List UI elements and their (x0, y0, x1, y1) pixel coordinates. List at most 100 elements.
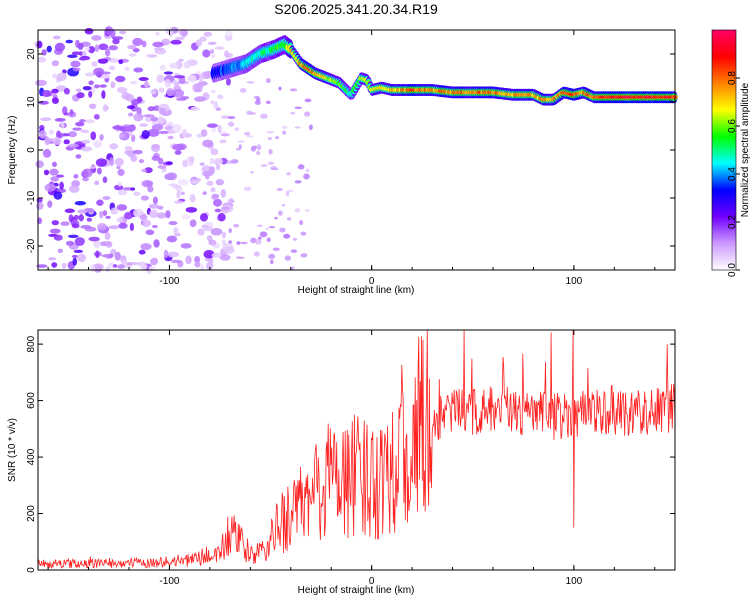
spectrogram-cell (169, 28, 174, 37)
spectrogram-cell (170, 259, 182, 264)
spectrogram-cell (260, 113, 268, 119)
spectrogram-cell (114, 157, 124, 167)
spectrogram-cell (138, 76, 149, 82)
spectrogram-cell (266, 237, 271, 243)
spectrogram-cell (77, 253, 86, 263)
spectrogram-cell (304, 98, 312, 103)
spectrogram-cell (243, 131, 251, 136)
spectrogram-cell (194, 255, 201, 264)
spectrogram-cell (141, 180, 154, 188)
spectrogram-cell (256, 144, 262, 151)
spectrogram-cell (75, 154, 82, 159)
spectrogram-cell (108, 65, 116, 71)
spectrogram-cell (140, 263, 148, 270)
spectrogram-cell (285, 190, 290, 197)
spectrogram-cell (72, 127, 82, 131)
spectrogram-cell (238, 144, 242, 150)
spectrogram-cell (65, 240, 75, 246)
spectrogram-cell (176, 186, 183, 193)
spectrogram-cell (62, 106, 68, 115)
spectrogram-cell (167, 251, 180, 258)
spectrogram-cell (91, 61, 98, 67)
spectrogram-cell (260, 164, 268, 167)
spectrogram-cell (208, 239, 217, 246)
spectrogram-cell (51, 97, 59, 104)
spectrogram-cell (163, 249, 169, 259)
spectrogram-cell (99, 84, 107, 88)
spectrogram-cell (255, 239, 262, 245)
spectrogram-cell (210, 89, 216, 94)
spectrogram-cell (161, 169, 167, 173)
spectrogram-cell (152, 196, 158, 205)
spectrogram-cell (57, 248, 64, 254)
spectrogram-cell (180, 96, 190, 100)
colorbar-tick-label: 0.2 (727, 215, 738, 229)
spectrogram-cell (214, 46, 225, 50)
spectrogram-cell (303, 173, 310, 180)
spectrogram-noise-blobs (34, 26, 313, 274)
spectrogram-cell (246, 81, 255, 84)
spectrogram-cell (54, 42, 66, 52)
colorbar-frame (711, 29, 737, 271)
spectrogram-cell (48, 129, 54, 135)
spectrogram-cell (95, 250, 100, 259)
y-tick-label: 0 (26, 567, 37, 573)
spectrogram-cell (300, 231, 307, 236)
spectrogram-ylabel: Frequency (Hz) (7, 116, 18, 185)
spectrogram-cell (190, 106, 200, 112)
spectrogram-cell (152, 224, 158, 229)
spectrogram-cell (305, 168, 310, 173)
spectrogram-cell (52, 161, 57, 168)
spectrogram-cell (75, 121, 85, 127)
spectrogram-cell (147, 185, 154, 193)
spectrogram-cell (278, 210, 283, 216)
spectrogram-cell (158, 87, 165, 93)
spectrogram-cell (227, 121, 235, 127)
spectrogram-cell (118, 222, 128, 229)
spectrogram-cell (202, 227, 213, 232)
spectrogram-cell (174, 200, 184, 204)
spectrogram-cell (173, 75, 186, 79)
y-tick-label: 10 (26, 96, 37, 108)
spectrogram-cell (104, 232, 111, 240)
spectrogram-cell (276, 187, 283, 191)
spectrogram-cell (172, 123, 182, 133)
y-tick-label: 0 (26, 147, 37, 153)
spectrogram-cell (165, 161, 173, 165)
spectrogram-cell (130, 187, 136, 191)
spectrogram-cell (159, 64, 166, 71)
spectrogram-cell (132, 149, 143, 155)
spectrogram-cell (144, 167, 153, 174)
spectrogram-cell (90, 264, 96, 272)
spectrogram-cell (182, 159, 189, 168)
spectrogram-cell (282, 126, 288, 129)
spectrogram-cell (81, 139, 91, 144)
spectrogram-cell (141, 129, 150, 139)
y-tick-label: -20 (26, 238, 37, 253)
spectrogram-cell (88, 80, 94, 86)
spectrogram-cell (236, 241, 241, 245)
spectrogram-cell (69, 109, 74, 116)
spectrogram-cell (92, 263, 104, 271)
spectrogram-cell (42, 148, 52, 158)
spectrogram-cell (84, 47, 91, 51)
spectrogram-cell (55, 174, 65, 178)
spectrogram-cell (168, 220, 178, 226)
spectrogram-cell (157, 165, 167, 169)
spectrogram-cell (50, 176, 60, 182)
spectrogram-cell (68, 214, 74, 223)
spectrogram-cell (256, 150, 261, 156)
spectrogram-cell (210, 53, 216, 59)
spectrogram-cell (96, 199, 104, 206)
spectrogram-cell (227, 115, 236, 120)
spectrogram-cell (147, 128, 160, 137)
spectrogram-cell (154, 48, 167, 55)
spectrogram-cell (278, 86, 282, 91)
y-tick-label: -10 (26, 190, 37, 205)
spectrogram-cell (266, 130, 275, 134)
colorbar-tick-label: 0.8 (727, 71, 738, 85)
spectrogram-cell (105, 241, 113, 248)
spectrogram-cell (234, 127, 240, 132)
spectrogram-cell (99, 134, 104, 141)
